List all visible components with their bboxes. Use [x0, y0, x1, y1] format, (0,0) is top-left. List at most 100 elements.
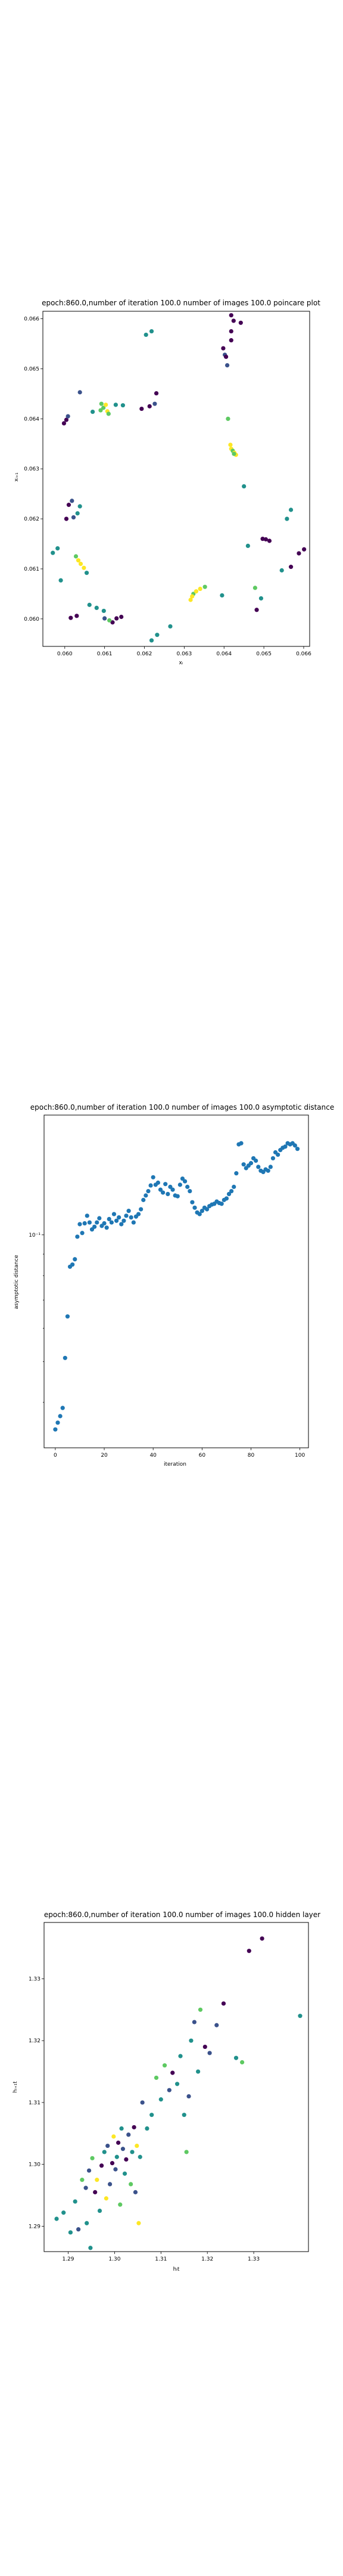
poincare-plot: epoch:860.0,number of iteration 100.0 nu…: [14, 299, 320, 666]
data-point: [135, 2143, 139, 2148]
data-point: [77, 504, 82, 509]
data-point: [90, 410, 95, 414]
data-point: [77, 1222, 82, 1227]
data-point: [76, 558, 81, 563]
data-point: [240, 2060, 245, 2065]
x-tick-label: 1.30: [108, 2256, 120, 2262]
x-tick-label: 0: [54, 1453, 57, 1459]
y-tick-label: 1.33: [29, 1976, 40, 1982]
data-point: [104, 1225, 109, 1230]
data-point: [254, 608, 259, 612]
data-point: [182, 1179, 188, 1184]
data-point: [228, 442, 233, 447]
y-axis-label: asymptotic distance: [14, 1255, 20, 1309]
data-point: [104, 2196, 108, 2201]
data-point: [260, 1936, 264, 1941]
chart-title: epoch:860.0,number of iteration 100.0 nu…: [44, 1911, 320, 1919]
data-point: [288, 507, 294, 512]
data-point: [229, 329, 233, 334]
data-point: [268, 1165, 273, 1169]
data-point: [190, 594, 195, 599]
data-point: [88, 2246, 93, 2250]
data-point: [256, 1165, 261, 1169]
data-point: [80, 2178, 85, 2182]
data-point: [119, 614, 124, 620]
data-point: [64, 516, 69, 521]
x-tick-label: 20: [101, 1453, 108, 1459]
x-tick-label: 1.32: [201, 2256, 213, 2262]
data-point: [158, 2097, 163, 2102]
data-point: [167, 2088, 172, 2092]
data-point: [126, 2132, 131, 2137]
data-point: [95, 1220, 99, 1225]
data-point: [71, 515, 76, 520]
plot-frame: [43, 1114, 309, 1448]
data-point: [242, 484, 247, 489]
data-point: [276, 1152, 280, 1157]
y-tick-label: 1.30: [29, 2162, 40, 2168]
data-point: [292, 1143, 298, 1148]
x-tick-label: 40: [149, 1453, 157, 1459]
data-point: [146, 1188, 151, 1194]
data-point: [120, 403, 125, 408]
data-point: [102, 1221, 107, 1226]
data-point: [148, 1183, 153, 1188]
data-point: [155, 1180, 161, 1185]
data-point: [170, 1187, 175, 1192]
data-point: [185, 1184, 190, 1189]
y-axis-label: xᵢ₊₁: [14, 472, 20, 482]
data-point: [68, 615, 73, 620]
data-point: [238, 320, 243, 325]
x-tick-label: 100: [295, 1453, 305, 1459]
data-point: [149, 2113, 154, 2117]
data-point: [190, 1200, 195, 1205]
data-point: [99, 2163, 104, 2168]
data-point: [297, 551, 301, 556]
data-point: [101, 608, 106, 614]
data-point: [110, 620, 115, 625]
data-point: [199, 1209, 204, 1213]
data-point: [252, 586, 257, 590]
data-point: [226, 416, 230, 421]
y-tick-label: 0.062: [24, 516, 39, 522]
data-point: [234, 1171, 239, 1176]
data-point: [158, 1187, 163, 1192]
data-point: [226, 1191, 232, 1197]
x-tick-label: 1.31: [155, 2256, 167, 2262]
data-point: [285, 516, 289, 521]
data-point: [54, 2216, 59, 2221]
data-point: [298, 2014, 303, 2018]
x-tick-label: 0.064: [216, 651, 232, 657]
data-point: [245, 543, 250, 549]
data-point: [87, 1220, 92, 1225]
data-point: [288, 565, 294, 569]
data-point: [136, 2221, 141, 2225]
data-point: [133, 2190, 138, 2194]
data-point: [55, 546, 60, 551]
y-tick-label: 0.063: [24, 466, 39, 472]
data-point: [66, 503, 71, 507]
data-point: [166, 1191, 170, 1197]
data-point: [219, 1202, 224, 1206]
data-point: [129, 2182, 133, 2187]
data-point: [188, 597, 193, 602]
data-point: [161, 1190, 166, 1195]
data-point: [174, 2082, 180, 2086]
data-point: [77, 390, 82, 395]
data-point: [51, 550, 55, 555]
data-point: [254, 1158, 258, 1163]
plot-frame: [43, 1922, 309, 2252]
x-axis-label: hᵢt: [173, 2267, 180, 2272]
data-point: [139, 1207, 144, 1212]
plot-frame: [42, 311, 310, 647]
data-point: [121, 1218, 126, 1223]
data-point: [220, 593, 224, 598]
data-point: [92, 1224, 97, 1229]
data-point: [70, 1262, 75, 1267]
data-point: [229, 313, 233, 318]
x-axis-label: xᵢ: [179, 660, 183, 666]
data-point: [117, 1215, 121, 1220]
data-point: [207, 2051, 212, 2055]
data-point: [267, 538, 272, 543]
y-tick-label: 1.29: [29, 2224, 40, 2230]
